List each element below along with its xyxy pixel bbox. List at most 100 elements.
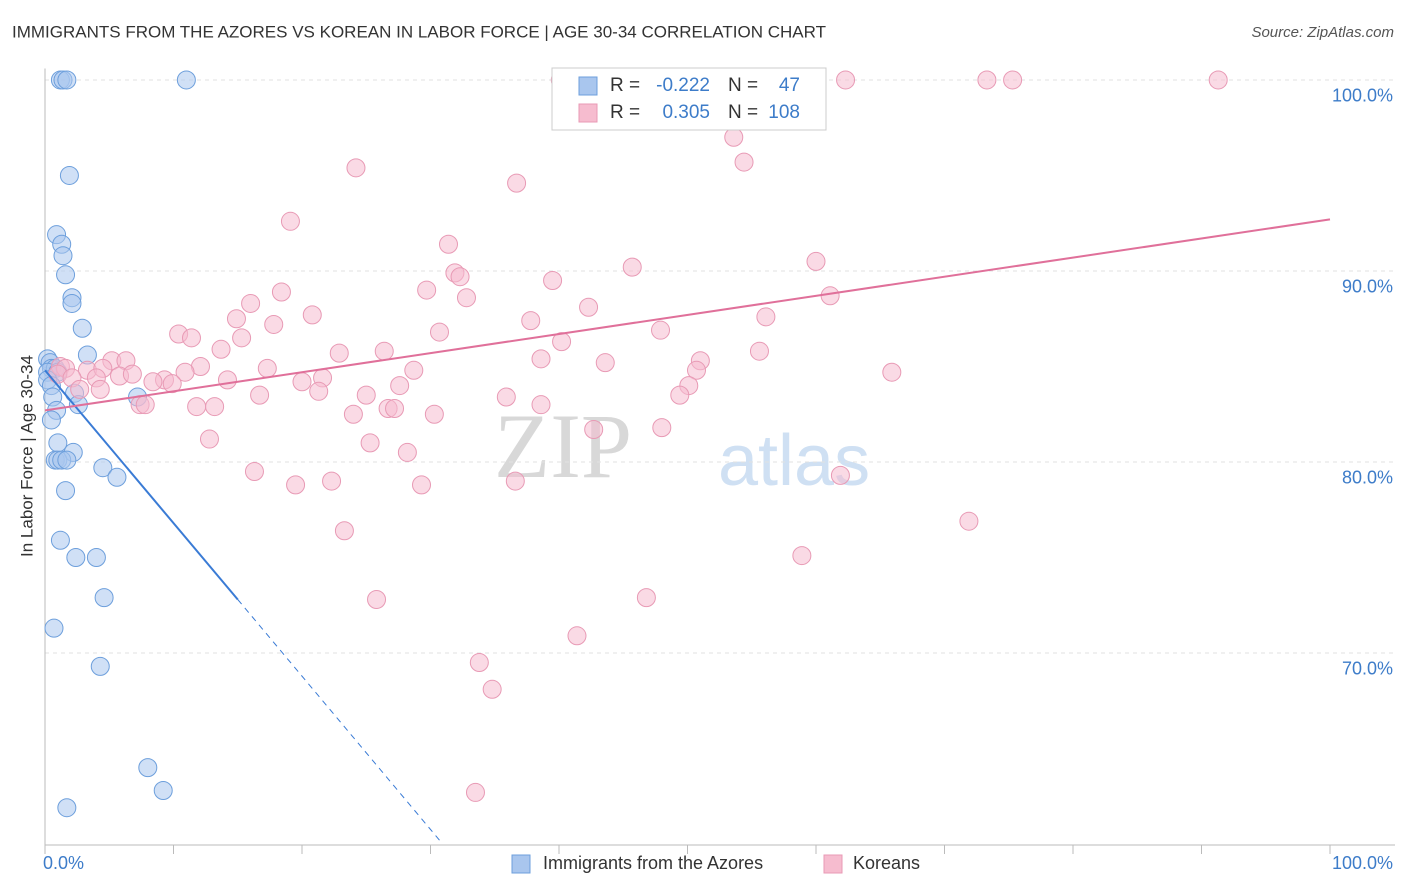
- point: [94, 588, 114, 608]
- point: [521, 311, 541, 331]
- point: [56, 265, 76, 285]
- point: [469, 653, 489, 673]
- point: [53, 246, 73, 266]
- point: [429, 322, 449, 342]
- legend-swatch: [511, 854, 531, 874]
- legend-value: 0.305: [662, 102, 710, 123]
- point: [456, 288, 476, 308]
- point: [244, 462, 264, 482]
- point: [70, 379, 90, 399]
- legend-swatch: [578, 103, 598, 123]
- series: [38, 70, 196, 818]
- point: [595, 353, 615, 373]
- y-tick-label: 70.0%: [1342, 659, 1393, 679]
- point: [465, 782, 485, 802]
- point: [882, 362, 902, 382]
- point: [496, 387, 516, 407]
- point: [367, 590, 387, 610]
- point: [734, 152, 754, 172]
- point: [72, 318, 92, 338]
- point: [176, 70, 196, 90]
- point: [670, 385, 690, 405]
- point: [292, 372, 312, 392]
- point: [820, 286, 840, 306]
- point: [579, 297, 599, 317]
- point: [417, 280, 437, 300]
- point: [977, 70, 997, 90]
- point: [792, 546, 812, 566]
- point: [56, 481, 76, 501]
- point: [199, 429, 219, 449]
- point: [122, 364, 142, 384]
- point: [450, 267, 470, 287]
- point: [217, 370, 237, 390]
- point: [226, 309, 246, 329]
- point: [90, 379, 110, 399]
- point: [724, 127, 744, 147]
- legend-label: N =: [728, 75, 758, 96]
- point: [374, 341, 394, 361]
- legend-label: N =: [728, 102, 758, 123]
- source: Source: ZipAtlas.com: [1251, 24, 1394, 41]
- point: [302, 305, 322, 325]
- point: [280, 211, 300, 231]
- legend-label: Koreans: [853, 853, 920, 873]
- chart-title: IMMIGRANTS FROM THE AZORES VS KOREAN IN …: [12, 22, 826, 41]
- point: [86, 547, 106, 567]
- legend-label: R =: [610, 75, 640, 96]
- point: [424, 404, 444, 424]
- point: [438, 234, 458, 254]
- point: [651, 320, 671, 340]
- point: [44, 618, 64, 638]
- point: [66, 547, 86, 567]
- point: [412, 475, 432, 495]
- point: [507, 173, 527, 193]
- point: [286, 475, 306, 495]
- point: [41, 410, 61, 430]
- point: [59, 165, 79, 185]
- point: [397, 442, 417, 462]
- point: [1003, 70, 1023, 90]
- series: [48, 70, 1228, 802]
- legend-box: [551, 67, 827, 131]
- point: [482, 679, 502, 699]
- point: [749, 341, 769, 361]
- point: [543, 271, 563, 291]
- point: [175, 362, 195, 382]
- point: [505, 471, 525, 491]
- trend-line: [44, 369, 239, 601]
- point: [686, 360, 706, 380]
- trend-line: [44, 218, 1331, 412]
- point: [205, 397, 225, 417]
- point: [162, 374, 182, 394]
- legend-value: 47: [779, 75, 800, 96]
- point: [309, 381, 329, 401]
- legend-swatch: [578, 76, 598, 96]
- point: [404, 360, 424, 380]
- point: [264, 314, 284, 334]
- point: [806, 251, 826, 271]
- point: [50, 530, 70, 550]
- point: [584, 420, 604, 440]
- legend-label: R =: [610, 102, 640, 123]
- point: [62, 293, 82, 313]
- point: [187, 397, 207, 417]
- point: [356, 385, 376, 405]
- legend-value: 108: [768, 102, 800, 123]
- point: [241, 293, 261, 313]
- y-axis-label: In Labor Force | Age 30-34: [17, 355, 36, 557]
- point: [636, 588, 656, 608]
- point: [385, 398, 405, 418]
- point: [959, 511, 979, 531]
- watermark: atlas: [718, 421, 870, 501]
- y-tick-label: 90.0%: [1342, 277, 1393, 297]
- legend-swatch: [823, 854, 843, 874]
- point: [622, 257, 642, 277]
- trend-line: [237, 599, 440, 841]
- point: [531, 395, 551, 415]
- point: [360, 433, 380, 453]
- point: [143, 372, 163, 392]
- point: [153, 781, 173, 801]
- point: [390, 376, 410, 396]
- point: [836, 70, 856, 90]
